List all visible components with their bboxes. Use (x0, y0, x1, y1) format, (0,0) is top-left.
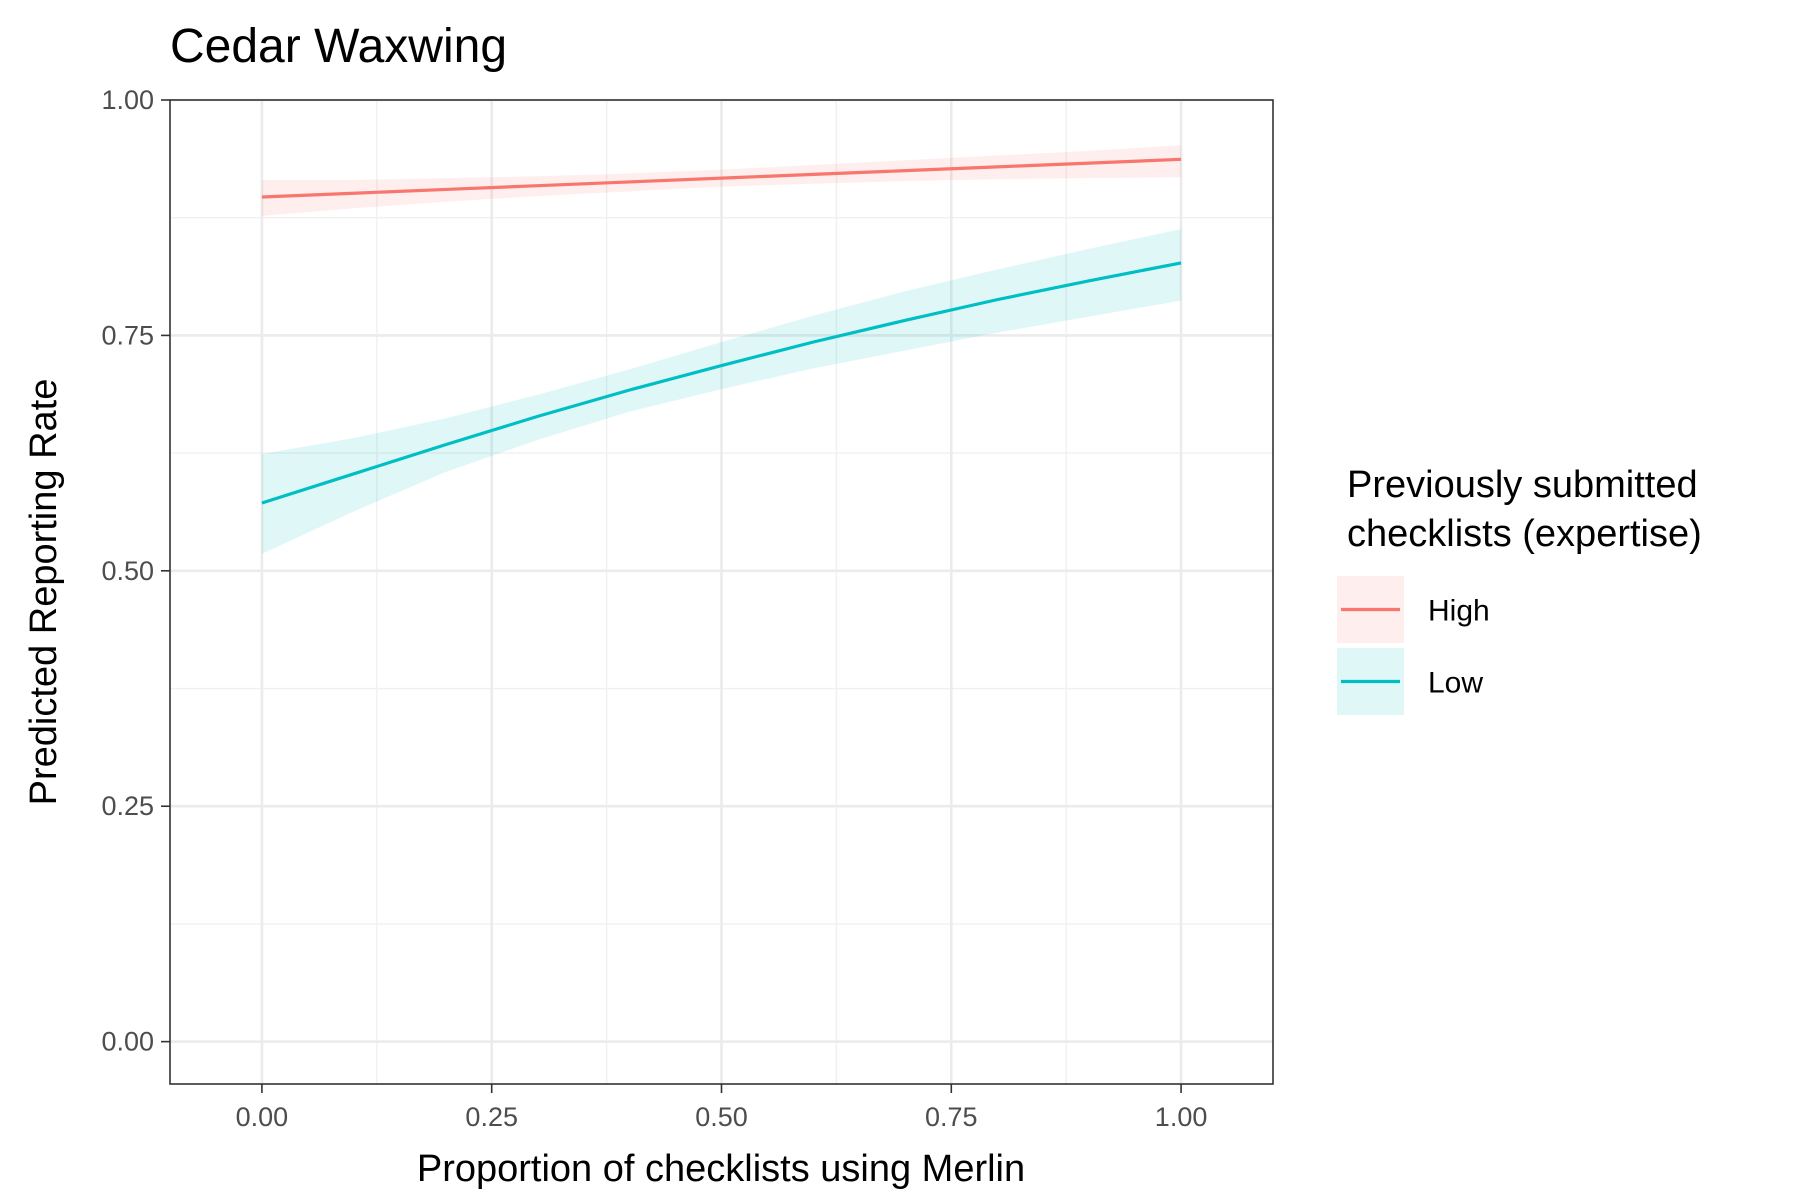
x-tick-label: 1.00 (1155, 1102, 1208, 1132)
x-tick-label: 0.25 (465, 1102, 518, 1132)
line-low (261, 261, 1182, 505)
x-axis-title: Proportion of checklists using Merlin (417, 1148, 1025, 1190)
line-high (261, 157, 1182, 199)
y-tick-label: 0.75 (101, 320, 154, 350)
ribbon-high (261, 145, 1182, 216)
chart-title: Cedar Waxwing (170, 20, 507, 73)
legend-label-low: Low (1428, 667, 1483, 700)
y-tick-label: 1.00 (101, 85, 154, 115)
y-tick-label: 0.50 (101, 556, 154, 586)
x-tick-label: 0.00 (236, 1102, 289, 1132)
series-lines (261, 157, 1182, 505)
axes: 0.00 0.25 0.50 0.75 1.00 0.00 0.25 0.50 0.75 1.00 (101, 85, 1207, 1132)
x-tick-label: 0.75 (925, 1102, 978, 1132)
gridlines (170, 98, 1273, 1084)
legend: Previously submitted checklists (experti… (1337, 464, 1702, 715)
y-tick-label: 0.00 (101, 1027, 154, 1057)
legend-label-high: High (1428, 595, 1490, 628)
legend-title-line-2: checklists (expertise) (1347, 513, 1702, 555)
y-tick-label: 0.25 (101, 791, 154, 821)
x-tick-label: 0.50 (695, 1102, 748, 1132)
y-axis-title: Predicted Reporting Rate (23, 379, 65, 806)
legend-title-line-1: Previously submitted (1347, 464, 1698, 506)
